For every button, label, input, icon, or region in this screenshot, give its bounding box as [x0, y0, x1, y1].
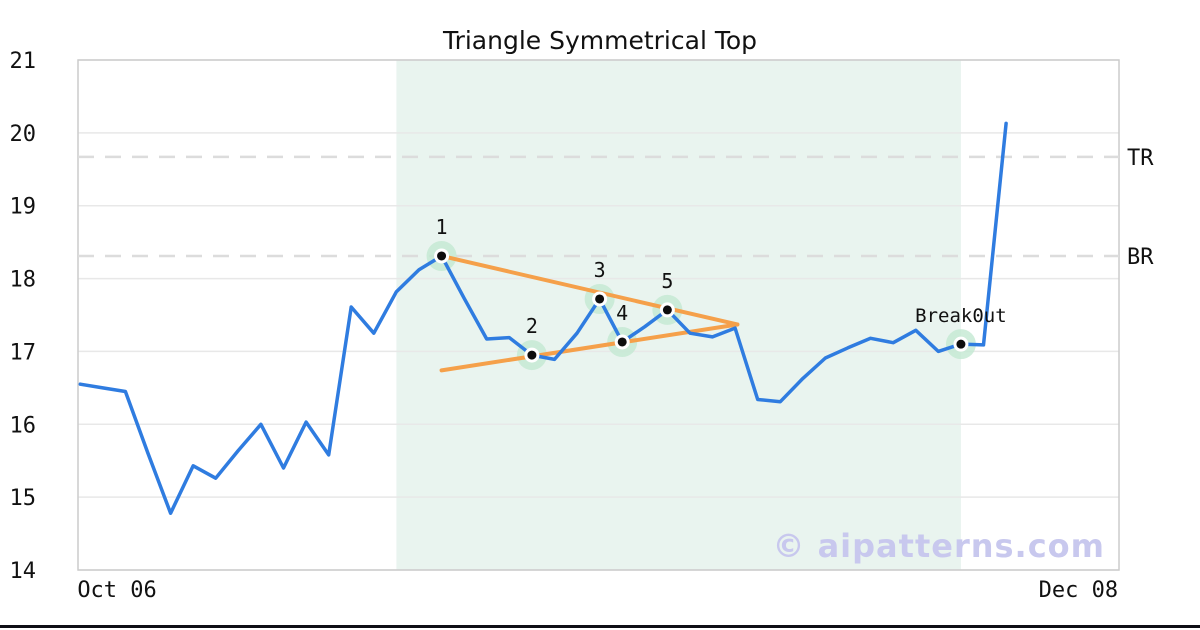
pattern-point-label: 2 [526, 314, 538, 338]
y-axis-tick-label: 16 [10, 413, 37, 438]
pattern-point-label: 5 [661, 269, 673, 293]
y-axis-tick-label: 21 [10, 49, 37, 74]
pattern-point-label: 4 [616, 301, 628, 325]
pattern-point-1-dot [437, 251, 447, 261]
level-label-br: BR [1127, 245, 1154, 270]
x-axis-tick-label: Dec 08 [1039, 578, 1118, 603]
y-axis-tick-label: 17 [10, 340, 37, 365]
y-axis-tick-label: 19 [10, 195, 37, 220]
y-axis-tick-label: 14 [10, 559, 37, 584]
y-axis-tick-label: 15 [10, 486, 37, 511]
pattern-point-3-dot [595, 294, 605, 304]
pattern-point-label: 3 [594, 258, 606, 282]
y-axis-tick-label: 20 [10, 122, 37, 147]
breakout-label: Break0ut [915, 305, 1007, 327]
pattern-point-label: 1 [436, 215, 448, 239]
price-line [78, 121, 1008, 515]
watermark: © aipatterns.com [772, 527, 1105, 565]
pattern-point-5-dot [662, 305, 672, 315]
x-axis-tick-label: Oct 06 [77, 578, 156, 603]
pattern-point-2-dot [527, 350, 537, 360]
level-label-tr: TR [1127, 146, 1154, 171]
page-title: Triangle Symmetrical Top [442, 26, 758, 55]
breakout-point-dot [956, 339, 966, 349]
bottom-bar [0, 625, 1200, 628]
y-axis-tick-label: 18 [10, 268, 37, 293]
trendline-upper [439, 253, 740, 327]
plot-border [77, 59, 1120, 571]
pattern-point-4-dot [617, 337, 627, 347]
